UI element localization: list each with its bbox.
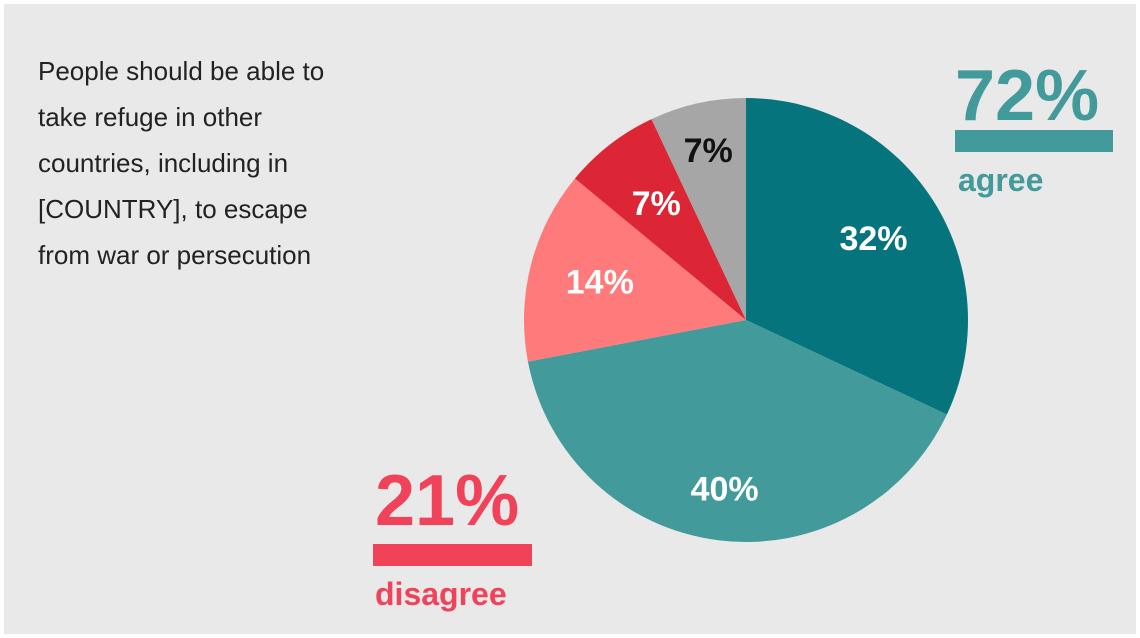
pie-slice [651, 98, 746, 320]
question-line: from war or persecution [38, 240, 312, 270]
pie-slice [527, 320, 947, 542]
agree-total-percent: 72% [955, 56, 1100, 136]
pie-slice [523, 178, 746, 362]
pie-slice-label: 7% [684, 132, 733, 170]
question-line: People should be able to [38, 56, 325, 86]
agree-label: agree [958, 162, 1044, 198]
question-line: countries, including in [38, 148, 289, 178]
disagree-underline-bar [373, 544, 532, 566]
pie-slice [574, 119, 746, 320]
pie-slice-label: 32% [839, 220, 907, 258]
question-line: take refuge in other [38, 102, 263, 132]
question-line: [COUNTRY], to escape [38, 194, 308, 224]
agree-underline-bar [955, 130, 1113, 152]
pie-slice-label: 40% [691, 471, 759, 509]
pie-slice [746, 98, 968, 415]
disagree-label: disagree [375, 576, 507, 612]
question-text: People should be able to take refuge in … [38, 48, 418, 278]
disagree-total-percent: 21% [375, 461, 520, 541]
pie-slice-label: 7% [632, 185, 681, 223]
pie-slice-label: 14% [566, 264, 634, 302]
